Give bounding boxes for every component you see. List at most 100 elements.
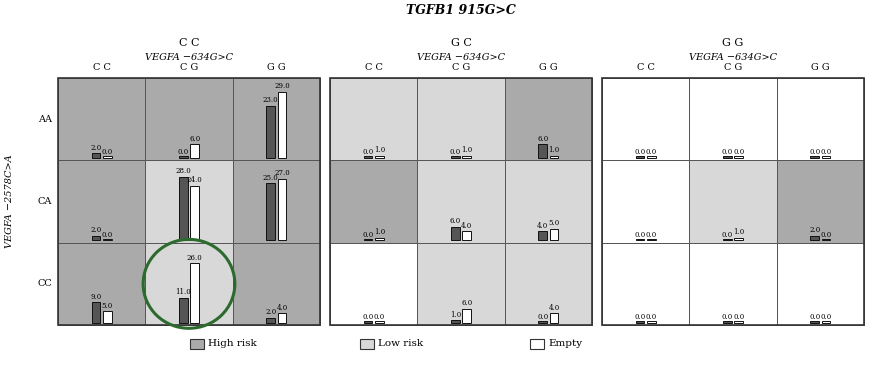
Bar (179, 176, 187, 240)
Text: 27.0: 27.0 (274, 169, 290, 177)
Bar (734, 238, 743, 240)
Bar (777, 78, 864, 160)
Bar (647, 156, 656, 158)
Bar (92, 302, 100, 323)
Text: 1.0: 1.0 (733, 228, 745, 236)
Bar (233, 243, 320, 325)
Bar (462, 309, 471, 323)
Text: 4.0: 4.0 (537, 222, 548, 230)
Bar (690, 78, 777, 160)
Bar (375, 321, 384, 323)
Bar (190, 339, 204, 349)
Text: 0.0: 0.0 (821, 313, 832, 321)
Text: 6.0: 6.0 (537, 135, 548, 143)
Text: Empty: Empty (548, 340, 582, 348)
Text: C C: C C (92, 63, 111, 72)
Text: 0.0: 0.0 (102, 149, 113, 156)
Text: 25.0: 25.0 (262, 174, 278, 182)
Bar (103, 156, 112, 158)
Bar (146, 160, 233, 243)
Text: CC: CC (37, 279, 52, 288)
Bar (266, 184, 275, 240)
Bar (647, 321, 656, 323)
Text: 5.0: 5.0 (102, 302, 113, 310)
Text: 0.0: 0.0 (363, 313, 373, 321)
Bar (266, 318, 275, 323)
Bar (777, 243, 864, 325)
Bar (636, 321, 644, 323)
Text: C G: C G (724, 63, 742, 72)
Text: 2.0: 2.0 (91, 226, 102, 234)
Bar (330, 160, 418, 243)
Bar (179, 156, 187, 158)
Text: 1.0: 1.0 (548, 146, 560, 154)
Text: AA: AA (38, 115, 52, 124)
Bar (777, 160, 864, 243)
Bar (266, 106, 275, 158)
Bar (190, 144, 199, 158)
Bar (602, 160, 690, 243)
Bar (92, 153, 100, 158)
Text: 0.0: 0.0 (374, 313, 385, 321)
Text: VEGFA −634G>C: VEGFA −634G>C (689, 53, 777, 62)
Bar (821, 239, 830, 240)
Text: VEGFA −634G>C: VEGFA −634G>C (145, 53, 233, 62)
Text: 0.0: 0.0 (821, 149, 832, 156)
Text: G C: G C (451, 38, 472, 48)
Bar (233, 160, 320, 243)
Text: 0.0: 0.0 (722, 149, 733, 156)
Bar (636, 156, 644, 158)
Bar (451, 156, 460, 158)
Text: 0.0: 0.0 (634, 231, 645, 239)
Bar (277, 179, 286, 240)
Text: 2.0: 2.0 (809, 226, 821, 234)
Bar (530, 339, 544, 349)
Bar (146, 78, 233, 160)
Text: 0.0: 0.0 (646, 313, 657, 321)
Text: 0.0: 0.0 (821, 231, 832, 239)
Text: 1.0: 1.0 (374, 146, 385, 154)
Bar (418, 78, 505, 160)
Text: High risk: High risk (208, 340, 256, 348)
Bar (602, 78, 864, 325)
Bar (723, 156, 732, 158)
Bar (690, 160, 777, 243)
Bar (360, 339, 374, 349)
Bar (418, 243, 505, 325)
Bar (505, 160, 592, 243)
Bar (330, 78, 592, 325)
Bar (103, 239, 112, 240)
Bar (190, 264, 199, 323)
Text: 0.0: 0.0 (178, 149, 189, 156)
Bar (364, 321, 372, 323)
Text: 0.0: 0.0 (722, 231, 733, 239)
Bar (549, 313, 558, 323)
Text: 0.0: 0.0 (646, 149, 657, 156)
Text: Low risk: Low risk (378, 340, 423, 348)
Text: 0.0: 0.0 (363, 231, 373, 239)
Text: 0.0: 0.0 (646, 231, 657, 239)
Text: 26.0: 26.0 (187, 254, 202, 262)
Bar (734, 156, 743, 158)
Bar (233, 78, 320, 160)
Bar (821, 156, 830, 158)
Bar (277, 92, 286, 158)
Bar (810, 156, 819, 158)
Text: 0.0: 0.0 (450, 149, 461, 156)
Bar (364, 239, 372, 240)
Text: 0.0: 0.0 (809, 313, 821, 321)
Text: 2.0: 2.0 (265, 308, 276, 316)
Bar (538, 321, 547, 323)
Bar (375, 156, 384, 158)
Bar (330, 243, 418, 325)
Text: 28.0: 28.0 (175, 167, 191, 175)
Text: 1.0: 1.0 (461, 146, 473, 154)
Bar (103, 311, 112, 323)
Text: C C: C C (179, 38, 199, 48)
Bar (58, 78, 146, 160)
Bar (418, 160, 505, 243)
Bar (723, 321, 732, 323)
Bar (451, 227, 460, 240)
Bar (734, 321, 743, 323)
Text: 5.0: 5.0 (548, 219, 560, 227)
